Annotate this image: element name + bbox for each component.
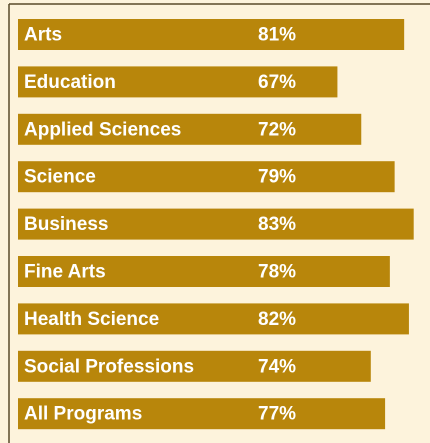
- value-label: 77%: [258, 404, 296, 425]
- bar: [18, 19, 405, 50]
- category-label: Arts: [24, 25, 62, 46]
- bar: [18, 66, 338, 98]
- bar: [18, 350, 371, 382]
- bar: [18, 256, 390, 287]
- value-label: 78%: [258, 262, 296, 283]
- category-label: Business: [24, 214, 108, 235]
- bar: [18, 303, 409, 335]
- bar: [18, 398, 386, 430]
- value-label: 67%: [258, 72, 296, 93]
- value-label: 82%: [258, 309, 296, 330]
- bar: [18, 161, 395, 193]
- category-label: Applied Sciences: [24, 119, 181, 140]
- value-label: 83%: [258, 214, 296, 235]
- bar: [18, 113, 362, 145]
- value-label: 79%: [258, 167, 296, 188]
- value-label: 81%: [258, 25, 296, 46]
- bar: [18, 208, 414, 240]
- category-label: Science: [24, 167, 96, 188]
- value-label: 72%: [258, 119, 296, 140]
- category-label: Fine Arts: [24, 262, 106, 283]
- category-label: Education: [24, 72, 116, 93]
- category-label: All Programs: [24, 404, 142, 425]
- value-label: 74%: [258, 356, 296, 377]
- category-label: Health Science: [24, 309, 159, 330]
- category-label: Social Professions: [24, 356, 194, 377]
